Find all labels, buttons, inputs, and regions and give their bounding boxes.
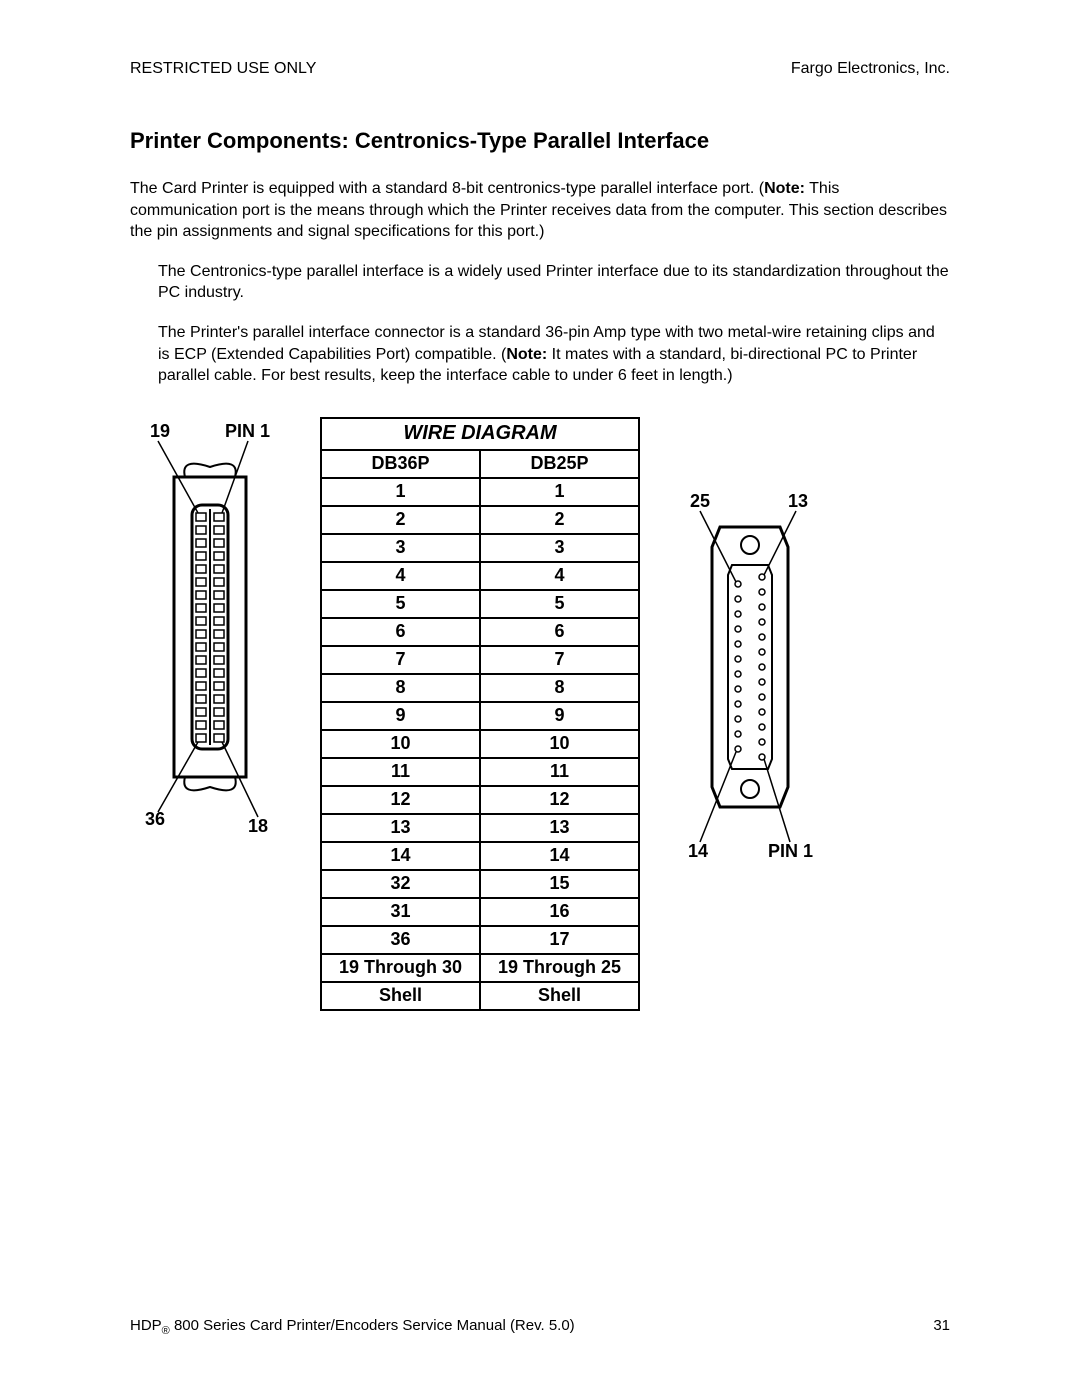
note-label: Note: [764,180,805,197]
db36-svg: 19 PIN 1 [130,417,290,837]
cell: 36 [321,926,480,954]
cell: 5 [321,590,480,618]
intro-paragraph: The Card Printer is equipped with a stan… [130,178,950,243]
cell: 19 Through 25 [480,954,639,982]
db36-label-18: 18 [248,816,268,836]
diagram-row: 19 PIN 1 [130,417,950,1011]
cell: 4 [480,562,639,590]
sub-paragraph-2: The Printer's parallel interface connect… [158,322,950,387]
cell: 7 [321,646,480,674]
cell: 17 [480,926,639,954]
cell: 15 [480,870,639,898]
col-db25p: DB25P [480,450,639,478]
sub-paragraph-1: The Centronics-type parallel interface i… [158,261,950,304]
cell: 11 [321,758,480,786]
page-footer: HDP® 800 Series Card Printer/Encoders Se… [130,1317,950,1337]
header-right: Fargo Electronics, Inc. [791,60,950,78]
page-number: 31 [933,1317,950,1337]
page-header: RESTRICTED USE ONLY Fargo Electronics, I… [130,60,950,78]
db25-shell [712,527,788,807]
cell: 12 [321,786,480,814]
db25-label-13: 13 [788,491,808,511]
cell: 13 [480,814,639,842]
header-left: RESTRICTED USE ONLY [130,60,316,78]
db25-label-25: 25 [690,491,710,511]
cell: 10 [480,730,639,758]
wire-diagram-table: WIRE DIAGRAM DB36P DB25P 11 22 33 44 55 … [320,417,640,1011]
cell: 3 [321,534,480,562]
db25-connector-diagram: 25 13 [670,487,830,892]
db36-label-19: 19 [150,421,170,441]
db36-label-36: 36 [145,809,165,829]
db25-label-pin1: PIN 1 [768,841,813,861]
cell: 14 [321,842,480,870]
cell: 9 [480,702,639,730]
cell: 8 [321,674,480,702]
cell: 9 [321,702,480,730]
cell: 2 [321,506,480,534]
cell: 32 [321,870,480,898]
col-db36p: DB36P [321,450,480,478]
wire-diagram-table-wrap: WIRE DIAGRAM DB36P DB25P 11 22 33 44 55 … [320,417,640,1011]
cell: 8 [480,674,639,702]
cell: 14 [480,842,639,870]
table-title: WIRE DIAGRAM [321,418,639,450]
cell: 1 [480,478,639,506]
db36-clip-top [184,463,235,476]
cell: 31 [321,898,480,926]
leader-18 [222,742,258,817]
cell: 10 [321,730,480,758]
cell: 12 [480,786,639,814]
leader-13 [764,511,796,575]
footer-text-a: HDP [130,1317,162,1334]
cell: 6 [480,618,639,646]
leader-14 [700,752,736,842]
db36-label-pin1: PIN 1 [225,421,270,441]
footer-reg: ® [162,1325,170,1337]
db25-svg: 25 13 [670,487,830,887]
cell: 6 [321,618,480,646]
leader-pin1r [764,759,790,842]
note-label-2: Note: [506,346,547,363]
db36-clip-bottom [184,777,235,790]
cell: 3 [480,534,639,562]
db25-label-14: 14 [688,841,708,861]
cell: 7 [480,646,639,674]
cell: Shell [480,982,639,1010]
cell: 2 [480,506,639,534]
cell: 1 [321,478,480,506]
db25-screw-top [741,536,759,554]
section-title: Printer Components: Centronics-Type Para… [130,128,950,154]
db25-screw-bottom [741,780,759,798]
intro-text-a: The Card Printer is equipped with a stan… [130,180,764,197]
cell: 16 [480,898,639,926]
db25-pins [735,574,765,760]
footer-text-b: 800 Series Card Printer/Encoders Service… [170,1317,575,1334]
footer-left: HDP® 800 Series Card Printer/Encoders Se… [130,1317,575,1337]
cell: 11 [480,758,639,786]
cell: 4 [321,562,480,590]
leader-25 [700,511,736,582]
db36-connector-diagram: 19 PIN 1 [130,417,290,842]
cell: 19 Through 30 [321,954,480,982]
cell: Shell [321,982,480,1010]
cell: 13 [321,814,480,842]
cell: 5 [480,590,639,618]
